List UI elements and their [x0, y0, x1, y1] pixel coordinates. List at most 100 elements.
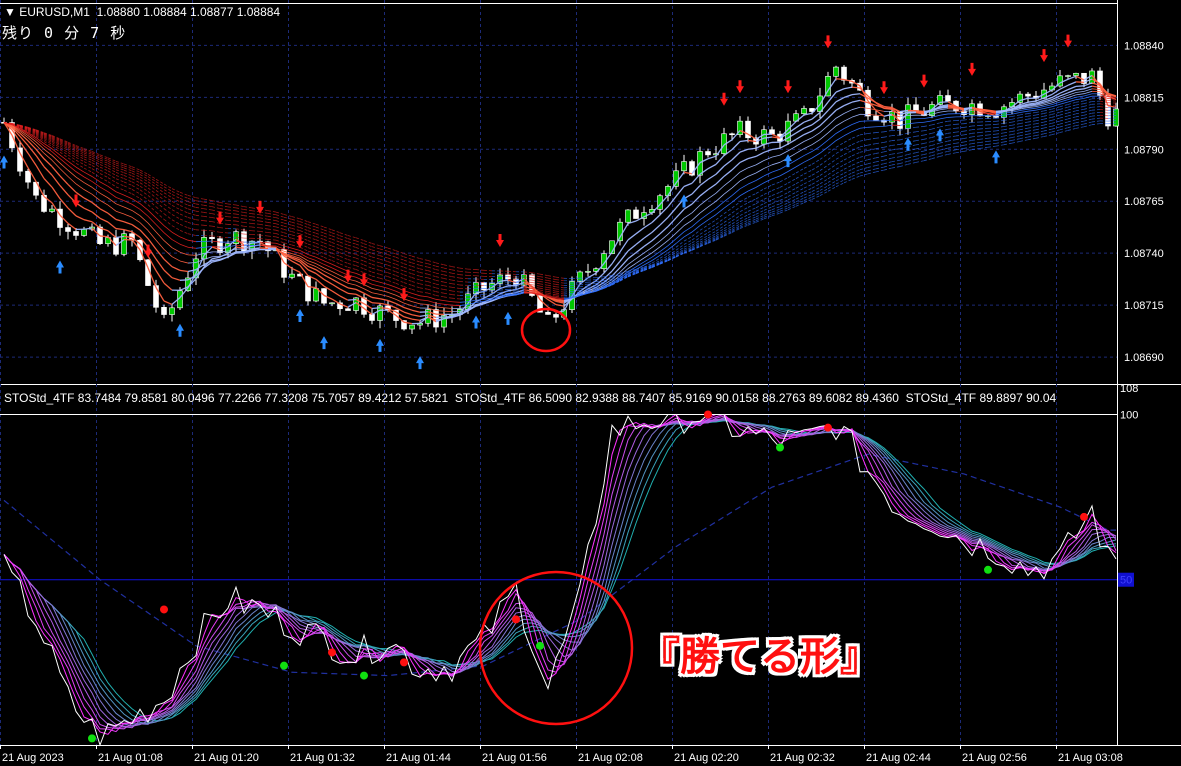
ma-ribbon-segment: [603, 284, 613, 288]
ma-ribbon-segment: [939, 117, 949, 120]
ma-ribbon-segment: [939, 120, 949, 124]
ma-ribbon-segment: [419, 291, 429, 294]
ma-ribbon-segment: [843, 101, 853, 107]
ma-ribbon-segment: [603, 283, 613, 287]
candle-body: [633, 209, 639, 219]
ma-ribbon-segment: [795, 141, 805, 147]
ma-ribbon-segment: [867, 132, 877, 134]
ma-ribbon-segment: [459, 306, 469, 309]
ma-ribbon-segment: [219, 250, 229, 253]
ma-ribbon-segment: [715, 218, 725, 225]
ma-ribbon-segment: [683, 219, 693, 226]
ma-ribbon-segment: [659, 245, 669, 252]
ma-ribbon-segment: [883, 140, 893, 143]
ma-ribbon-segment: [115, 196, 125, 202]
ma-ribbon-segment: [467, 294, 477, 296]
ma-ribbon-segment: [299, 265, 309, 277]
ma-ribbon-segment: [235, 224, 245, 227]
ma-ribbon-segment: [1083, 82, 1093, 87]
ma-ribbon-segment: [291, 221, 301, 225]
ma-ribbon-segment: [499, 292, 509, 295]
time-tick-label: 21 Aug 02:32: [770, 752, 835, 764]
ma-ribbon-segment: [427, 260, 437, 264]
ma-ribbon-segment: [443, 300, 453, 303]
ma-ribbon-segment: [355, 284, 365, 290]
ma-ribbon-segment: [387, 264, 397, 269]
ma-ribbon-segment: [523, 281, 533, 283]
ma-ribbon-segment: [339, 232, 349, 236]
ma-ribbon-segment: [347, 238, 357, 242]
ma-ribbon-segment: [1003, 121, 1013, 124]
ma-ribbon-segment: [147, 255, 157, 271]
ma-ribbon-segment: [163, 240, 173, 248]
ma-ribbon-segment: [819, 169, 829, 176]
ma-ribbon-segment: [35, 164, 45, 179]
ma-ribbon-segment: [427, 288, 437, 293]
ma-ribbon-segment: [627, 271, 637, 275]
ma-ribbon-segment: [811, 139, 821, 146]
ma-ribbon-segment: [771, 212, 781, 217]
ma-ribbon-segment: [851, 140, 861, 145]
ma-ribbon-segment: [235, 240, 245, 243]
ma-ribbon-segment: [355, 240, 365, 245]
ma-ribbon-segment: [331, 260, 341, 265]
ma-ribbon-segment: [1043, 106, 1053, 109]
ma-ribbon-segment: [1011, 99, 1021, 108]
ma-ribbon-segment: [131, 210, 141, 216]
ma-ribbon-segment: [539, 287, 549, 291]
ma-ribbon-segment: [739, 129, 749, 135]
ma-ribbon-segment: [691, 204, 701, 214]
ma-ribbon-segment: [707, 219, 717, 226]
ma-ribbon-segment: [883, 167, 893, 171]
stoch-smoothed-line: [3, 419, 1117, 727]
ma-ribbon-segment: [987, 130, 997, 133]
ma-ribbon-segment: [787, 191, 797, 197]
ma-ribbon-segment: [107, 167, 117, 173]
ma-ribbon-segment: [899, 123, 909, 126]
ma-ribbon-segment: [275, 233, 285, 237]
ma-ribbon-segment: [315, 269, 325, 276]
ma-ribbon-segment: [523, 286, 533, 290]
candle-body: [161, 307, 167, 315]
ma-ribbon-segment: [451, 297, 461, 300]
ma-ribbon-segment: [691, 239, 701, 246]
ma-ribbon-segment: [19, 131, 29, 139]
ma-ribbon-segment: [651, 262, 661, 267]
ma-ribbon-segment: [939, 140, 949, 144]
ma-ribbon-segment: [619, 272, 629, 276]
ma-ribbon-segment: [67, 183, 77, 193]
ma-ribbon-segment: [515, 289, 525, 292]
ma-ribbon-segment: [1035, 118, 1045, 122]
ma-ribbon-segment: [699, 206, 709, 214]
price-tick-label: 1.08840: [1124, 40, 1164, 52]
ma-ribbon-segment: [315, 236, 325, 240]
ma-ribbon-segment: [27, 152, 37, 166]
ma-ribbon-segment: [179, 191, 189, 196]
ma-ribbon-segment: [331, 263, 341, 269]
ma-ribbon-segment: [1003, 131, 1013, 134]
dropdown-triangle-icon[interactable]: ▼: [4, 5, 20, 19]
ma-ribbon-segment: [131, 181, 141, 187]
ma-ribbon-segment: [931, 111, 941, 115]
ma-ribbon-segment: [691, 243, 701, 249]
ma-ribbon-segment: [1003, 140, 1013, 143]
ma-ribbon-segment: [547, 292, 557, 296]
ma-ribbon-segment: [675, 225, 685, 234]
ma-ribbon-segment: [1035, 136, 1045, 139]
stoch-red-dot: [328, 648, 336, 657]
ma-ribbon-segment: [323, 294, 333, 300]
ma-ribbon-segment: [459, 281, 469, 283]
ma-ribbon-segment: [387, 276, 397, 280]
ma-ribbon-segment: [427, 300, 437, 304]
ma-ribbon-segment: [851, 156, 861, 162]
ma-ribbon-segment: [35, 129, 45, 134]
ma-ribbon-segment: [147, 215, 157, 225]
ma-ribbon-segment: [923, 144, 933, 148]
ma-ribbon-segment: [675, 208, 685, 219]
ma-ribbon-segment: [283, 262, 293, 269]
ma-ribbon-segment: [347, 244, 357, 248]
ma-ribbon-segment: [899, 112, 909, 122]
ma-ribbon-segment: [107, 181, 117, 188]
candle: [905, 97, 911, 135]
ma-ribbon-segment: [1035, 97, 1045, 102]
